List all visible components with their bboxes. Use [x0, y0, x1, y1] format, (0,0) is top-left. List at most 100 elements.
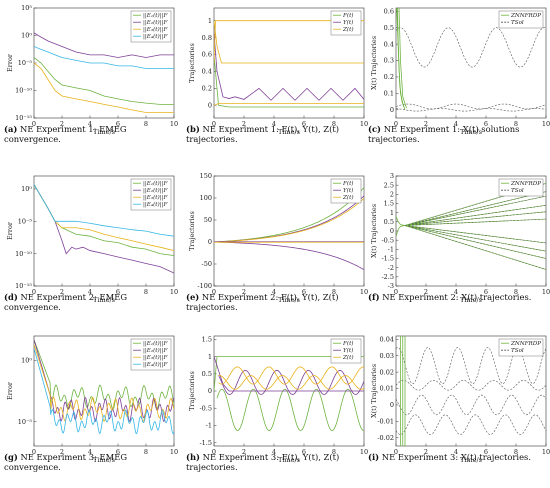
x-axis-label: Time/s [278, 128, 300, 136]
plot-area [214, 20, 364, 108]
x-tick-label: 6 [116, 448, 120, 456]
series-line-tsol [404, 225, 546, 259]
legend-label: ||E₂(t)||F [143, 187, 168, 194]
plot-area [34, 339, 174, 435]
series-line [214, 198, 364, 243]
caption-9: (i) NE Experiment 3: X(t) trajectories. [368, 452, 548, 462]
x-tick-label: 6 [302, 288, 306, 296]
y-tick-label: 1.5 [202, 336, 212, 344]
x-tick-label: 10 [542, 120, 550, 128]
y-tick-label: 10⁻⁵ [18, 217, 33, 225]
y-tick-label: -50 [202, 260, 212, 268]
x-tick-label: 2 [242, 120, 246, 128]
chart-4: 0 2 4 6 8 10 10⁻¹⁵ 10⁻¹⁰ 10⁻⁵ 10⁰ Time/s Error ||E₁(… [6, 175, 178, 304]
y-tick-label: -1.5 [199, 439, 212, 447]
legend-label: ||E₂(t)||F [143, 19, 168, 26]
caption-text: NE Experiment 2: F(t), Y(t), Z(t) trajec… [186, 292, 339, 312]
caption-text: NE Experiment 3: EMEG convergence. [4, 452, 128, 472]
caption-7: (g) NE Experiment 3: EMEG convergence. [4, 452, 178, 472]
caption-label: (b) [186, 124, 200, 134]
series-line-tsol [404, 225, 546, 270]
x-tick-label: 6 [116, 288, 120, 296]
plot-area [214, 356, 364, 431]
legend-label: ||E₁(t)||F [143, 340, 168, 347]
y-tick-label: 0.02 [380, 368, 394, 376]
y-tick-label: 2.5 [384, 181, 394, 189]
y-tick-label: 0.2 [384, 73, 394, 81]
x-tick-label: 0 [32, 120, 36, 128]
caption-text: NE Experiment 2: EMEG convergence. [4, 292, 128, 312]
chart-3: 0 2 4 6 8 10 0 0.1 0.2 0.3 0.4 0.5 0.6 Time/s X(t) Tra… [370, 7, 550, 136]
x-tick-label: 4 [88, 288, 92, 296]
series-line [34, 184, 174, 274]
legend: F(t)Y(t)Z(t) [330, 178, 362, 204]
x-axis-label: Time/s [93, 456, 115, 464]
legend-label: ZNNFRDP [510, 341, 541, 347]
y-tick-label: 0 [390, 227, 394, 235]
y-tick-label: 0.5 [384, 24, 394, 32]
y-tick-label: -100 [197, 282, 212, 290]
chart-7: 0 2 4 6 8 10 10⁻⁵ 10⁰ Time/s Error ||E₁(t)||F||E₂(… [6, 335, 178, 464]
x-tick-label: 6 [302, 448, 306, 456]
caption-5: (e) NE Experiment 2: F(t), Y(t), Z(t) tr… [186, 292, 368, 312]
y-tick-label: 0.4 [202, 68, 212, 76]
y-tick-label: 0.01 [380, 385, 394, 393]
x-tick-label: 4 [272, 120, 276, 128]
series-line-tsol [404, 195, 546, 226]
x-tick-label: 8 [514, 448, 518, 456]
x-tick-label: 2 [60, 120, 64, 128]
caption-1: (a) NE Experiment 1: EMEG convergence. [4, 124, 178, 144]
x-axis-label: Time/s [460, 128, 482, 136]
series-line [396, 347, 546, 384]
x-tick-label: 6 [484, 288, 488, 296]
x-axis-label: Time/s [460, 296, 482, 304]
series-line-tsol [404, 225, 546, 252]
x-tick-label: 8 [514, 120, 518, 128]
series-line [34, 339, 174, 422]
legend-label: F(t) [342, 340, 354, 347]
y-tick-label: 0 [208, 102, 212, 110]
x-axis-label: Time/s [278, 456, 300, 464]
series-line [214, 356, 364, 392]
legend-label: ||E₄(t)||F [143, 33, 168, 40]
x-tick-label: 2 [424, 448, 428, 456]
x-tick-label: 8 [332, 448, 336, 456]
y-tick-label: 10⁻¹⁰ [15, 87, 32, 95]
x-tick-label: 8 [332, 288, 336, 296]
series-line [214, 103, 364, 106]
series-line [396, 414, 546, 435]
legend-label: TSol [511, 348, 524, 354]
legend-label: F(t) [342, 12, 354, 19]
chart-9: 0 2 4 6 8 10 -0.02 -0.01 0 0.01 0.02 0.03 0.04 Time/s… [370, 335, 550, 464]
chart-5: 0 2 4 6 8 10 -100 -50 0 50 100 150 Time/s Trajectorie… [188, 172, 368, 304]
x-tick-label: 8 [144, 288, 148, 296]
x-axis-label: Time/s [460, 456, 482, 464]
y-tick-label: 0.5 [202, 370, 212, 378]
x-tick-label: 10 [360, 448, 368, 456]
series-line [34, 339, 174, 410]
caption-label: (d) [4, 292, 18, 302]
chart-2: 0 2 4 6 8 10 0 0.2 0.4 0.6 0.8 1 Time/s Trajectories F… [188, 7, 368, 136]
y-tick-label: 0 [208, 387, 212, 395]
y-tick-label: 0.5 [384, 218, 394, 226]
x-tick-label: 4 [88, 448, 92, 456]
x-tick-label: 6 [116, 120, 120, 128]
y-tick-label: -0.5 [199, 404, 212, 412]
legend: F(t)Y(t)Z(t) [330, 10, 362, 36]
series-line [396, 216, 406, 226]
y-tick-label: 50 [204, 216, 212, 224]
series-line [218, 366, 364, 385]
y-tick-label: -2.5 [381, 273, 394, 281]
legend-label: Z(t) [342, 194, 354, 201]
x-tick-label: 2 [424, 288, 428, 296]
x-tick-label: 8 [144, 448, 148, 456]
x-tick-label: 10 [360, 120, 368, 128]
plot-area [34, 32, 174, 113]
series-line [396, 108, 546, 112]
y-tick-label: 2 [390, 191, 394, 199]
series-line [214, 54, 364, 108]
x-axis-label: Time/s [278, 296, 300, 304]
y-tick-label: 0.2 [202, 85, 212, 93]
y-tick-label: 0.03 [380, 352, 394, 360]
